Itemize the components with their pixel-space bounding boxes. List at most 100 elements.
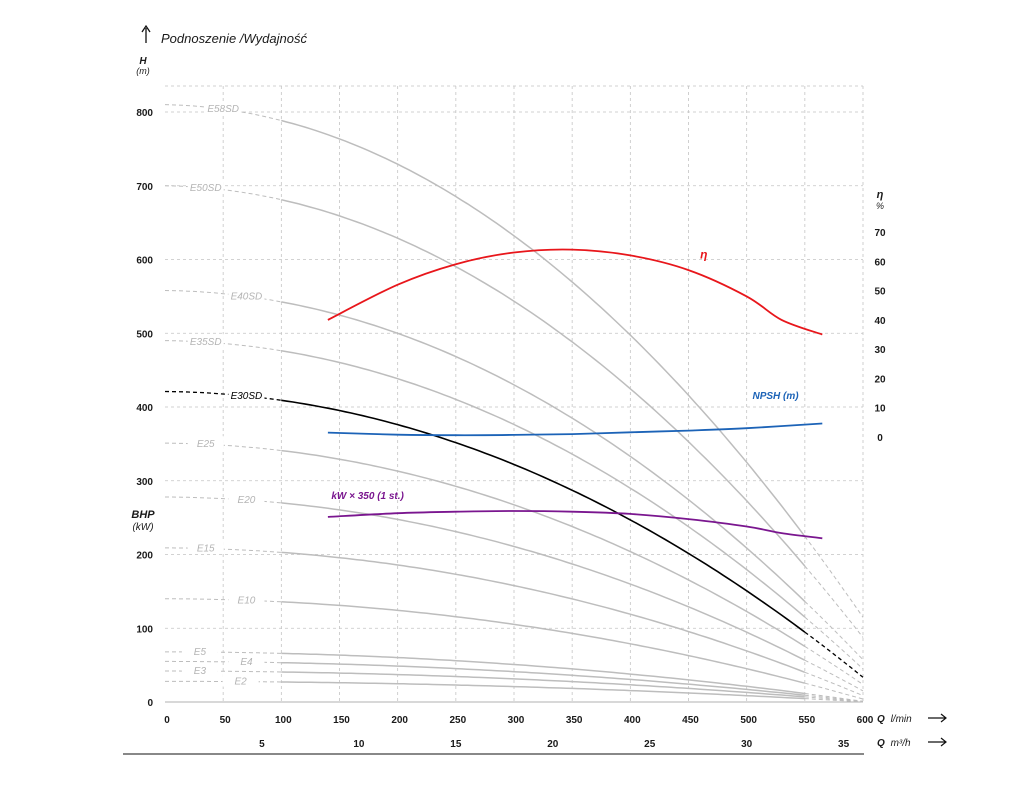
curve-label-bg [181, 663, 218, 677]
y-left-tick-label: 400 [136, 403, 153, 414]
y-left-tick-label: 800 [136, 108, 153, 119]
curve-label-bg [228, 492, 265, 506]
pump-curve [281, 601, 805, 684]
curve-label: E35SD [190, 337, 222, 348]
x-main-tick-label: 600 [857, 715, 874, 726]
curve-label: E40SD [231, 291, 263, 302]
y-left-tick-label: 700 [136, 182, 153, 193]
y-left-tick-label: 100 [136, 624, 153, 635]
x-main-tick-label: 500 [740, 715, 757, 726]
curve-label-bg [228, 592, 265, 606]
curve-label-bg [228, 388, 265, 402]
x-secondary-axis-letter: Q [877, 738, 885, 749]
pump-curve [281, 301, 806, 602]
pump-curve [281, 502, 806, 661]
pump-curve-start [164, 290, 282, 303]
y-right-tick-label: 20 [874, 374, 886, 385]
curve-label: E4 [240, 657, 253, 668]
pump-curve-end [804, 659, 864, 692]
curve-label: E15 [197, 544, 215, 555]
pump-curves-layer: E58SD E50SD E40SD E35SD E30SD E25 E20 E15 E10 E5 E… [164, 101, 864, 703]
y-left-secondary-unit: (kW) [132, 522, 153, 533]
curve-label: E30SD [231, 391, 263, 402]
x-secondary-tick-label: 30 [741, 739, 753, 750]
pump-curve-start [165, 598, 282, 603]
ticks-layer: 0 100 200 300 400 500 600 700 800 0 10 20 30 40 50 60 70… [136, 108, 886, 750]
y-right-label: η [877, 189, 884, 201]
x-main-axis-letter: Q [877, 714, 885, 725]
pump-curve [281, 652, 805, 695]
x-main-tick-label: 200 [391, 715, 408, 726]
pump-curve-end [804, 698, 864, 703]
y-right-tick-label: 30 [874, 345, 886, 356]
y-right-tick-label: 50 [874, 287, 886, 298]
curve-label: E2 [234, 677, 247, 688]
y-left-label: H [139, 56, 147, 67]
pump-curve-end [804, 682, 864, 700]
pump-curve-end [804, 671, 864, 697]
power-label: kW × 350 (1 st.) [331, 491, 404, 502]
x-main-tick-label: 50 [220, 715, 232, 726]
pump-curve-end [804, 694, 864, 702]
x-secondary-label: Q m³/h [877, 738, 911, 749]
npsh-label: NPSH (m) [752, 391, 799, 402]
pump-curve-start [165, 660, 282, 664]
curve-label-bg [228, 654, 265, 668]
curve-label: E50SD [190, 183, 222, 194]
y-left-tick-label: 500 [136, 329, 153, 340]
pump-curve [281, 551, 806, 673]
x-main-tick-label: 400 [624, 715, 641, 726]
y-right-unit: % [876, 201, 884, 211]
curve-label: E3 [194, 666, 207, 677]
x-secondary-arrow-icon [928, 737, 947, 747]
x-main-tick-label: 0 [164, 715, 170, 726]
pump-curve-start [164, 390, 282, 401]
x-main-tick-label: 350 [566, 715, 583, 726]
x-secondary-tick-label: 10 [353, 739, 365, 750]
up-arrow-icon [141, 24, 151, 43]
y-left-tick-label: 600 [136, 256, 153, 267]
pump-curve-end [804, 631, 864, 678]
curve-label: E20 [238, 495, 256, 506]
pump-curve-end [804, 616, 864, 670]
pump-curve [281, 119, 806, 537]
curve-label: E25 [197, 439, 215, 450]
curve-label-bg [187, 334, 224, 348]
curve-label-bg [205, 101, 242, 115]
x-main-axis-unit: l/min [891, 714, 913, 725]
x-main-tick-label: 250 [449, 715, 466, 726]
x-main-tick-label: 100 [275, 715, 292, 726]
x-secondary-tick-label: 5 [259, 739, 265, 750]
x-main-tick-label: 150 [333, 715, 350, 726]
x-main-tick-label: 300 [508, 715, 525, 726]
pump-curve-end [804, 696, 864, 703]
y-left-tick-label: 0 [147, 698, 153, 709]
grid-layer [165, 85, 864, 703]
curve-label-bg [228, 288, 265, 302]
x-secondary-tick-label: 25 [644, 739, 656, 750]
x-main-tick-label: 450 [682, 715, 699, 726]
pump-curve-start [165, 670, 282, 673]
pump-curve-end [804, 601, 864, 661]
y-left-tick-label: 300 [136, 477, 153, 488]
y-right-tick-label: 70 [874, 228, 886, 239]
curve-label-bg [181, 644, 218, 658]
pump-curve [281, 399, 806, 633]
curve-label-bg [187, 540, 224, 554]
x-secondary-axis-unit: m³/h [891, 738, 911, 749]
pump-curve-end [804, 693, 864, 702]
y-right-tick-label: 60 [874, 257, 886, 268]
x-secondary-tick-label: 35 [838, 739, 850, 750]
pump-curve [281, 671, 805, 698]
y-right-tick-label: 10 [874, 404, 886, 415]
y-left-secondary-label: BHP [131, 509, 155, 521]
efficiency-label: η [700, 247, 707, 261]
pump-curve [281, 449, 806, 648]
npsh-curve [327, 422, 823, 437]
pump-curve [281, 661, 805, 696]
y-left-tick-label: 200 [136, 551, 153, 562]
y-right-tick-label: 40 [874, 316, 886, 327]
pump-curve-start [165, 496, 282, 504]
